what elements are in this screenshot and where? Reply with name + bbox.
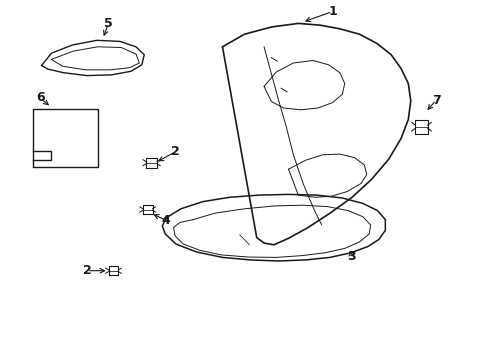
Text: 7: 7 [431, 94, 440, 107]
Text: 6: 6 [36, 91, 44, 104]
Text: 4: 4 [162, 214, 170, 227]
Text: 2: 2 [82, 264, 91, 277]
Text: 3: 3 [346, 250, 355, 263]
Text: 1: 1 [327, 5, 336, 18]
Text: 5: 5 [104, 17, 113, 30]
Text: 2: 2 [170, 145, 179, 158]
